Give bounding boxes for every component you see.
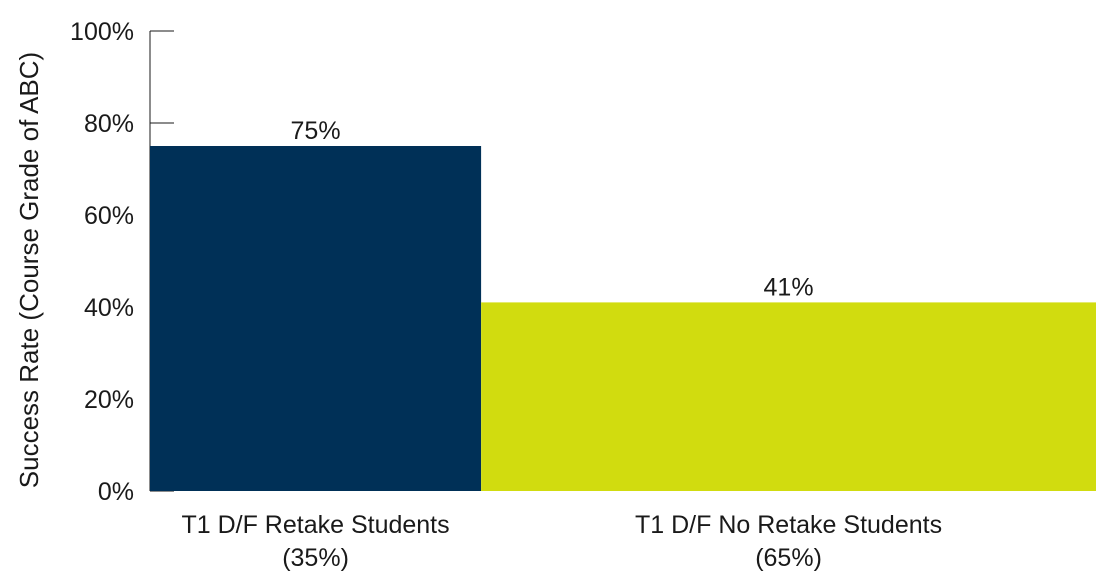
category-share-label: (35%)	[282, 544, 349, 572]
category-label: T1 D/F No Retake Students	[635, 511, 942, 539]
bars: 75% 41%	[150, 117, 1096, 491]
y-tick-label: 40%	[84, 294, 134, 322]
y-axis: 0% 20% 40% 60% 80% 100%	[70, 18, 174, 506]
y-axis-label: Success Rate (Course Grade of ABC)	[14, 52, 44, 488]
category-label: T1 D/F Retake Students	[181, 511, 449, 539]
y-tick-label: 0%	[98, 478, 134, 506]
bar-1	[150, 146, 482, 491]
x-axis-labels: T1 D/F Retake Students (35%) T1 D/F No Ret…	[181, 511, 942, 572]
y-tick-label: 80%	[84, 110, 134, 138]
bar-value-label: 75%	[291, 117, 341, 145]
category-share-label: (65%)	[755, 544, 822, 572]
bar-value-label: 41%	[764, 273, 814, 301]
y-tick-label: 60%	[84, 202, 134, 230]
bar-2	[481, 302, 1096, 491]
y-tick-label: 20%	[84, 386, 134, 414]
y-tick-label: 100%	[70, 18, 134, 46]
